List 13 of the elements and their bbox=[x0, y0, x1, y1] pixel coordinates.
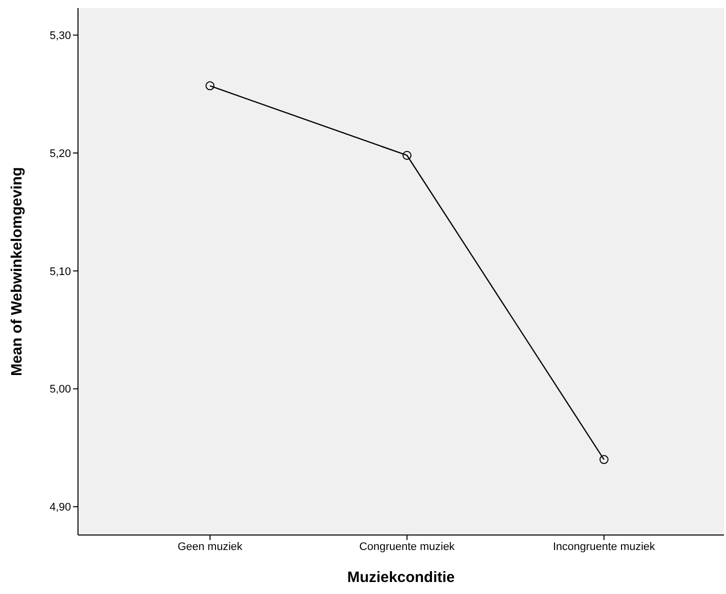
point bbox=[206, 81, 214, 90]
x-tick-label: Geen muziek bbox=[178, 540, 243, 553]
point bbox=[402, 150, 412, 160]
y-axis-title: Mean of Webwinkelomgeving bbox=[8, 167, 26, 376]
x-tick-label: Incongruente muziek bbox=[552, 540, 656, 553]
y-tick-label: 5,30 bbox=[50, 30, 71, 42]
y-tick-label: 4,90 bbox=[50, 502, 71, 514]
y-tick-label: 5,00 bbox=[50, 384, 71, 396]
y-tick-label: 5,10 bbox=[50, 266, 71, 278]
point bbox=[600, 455, 608, 464]
x-axis-title: Muziekconditie bbox=[347, 569, 455, 586]
y-tick-label: 5,20 bbox=[50, 148, 71, 160]
x-tick-label: Congruente muziek bbox=[359, 540, 456, 553]
